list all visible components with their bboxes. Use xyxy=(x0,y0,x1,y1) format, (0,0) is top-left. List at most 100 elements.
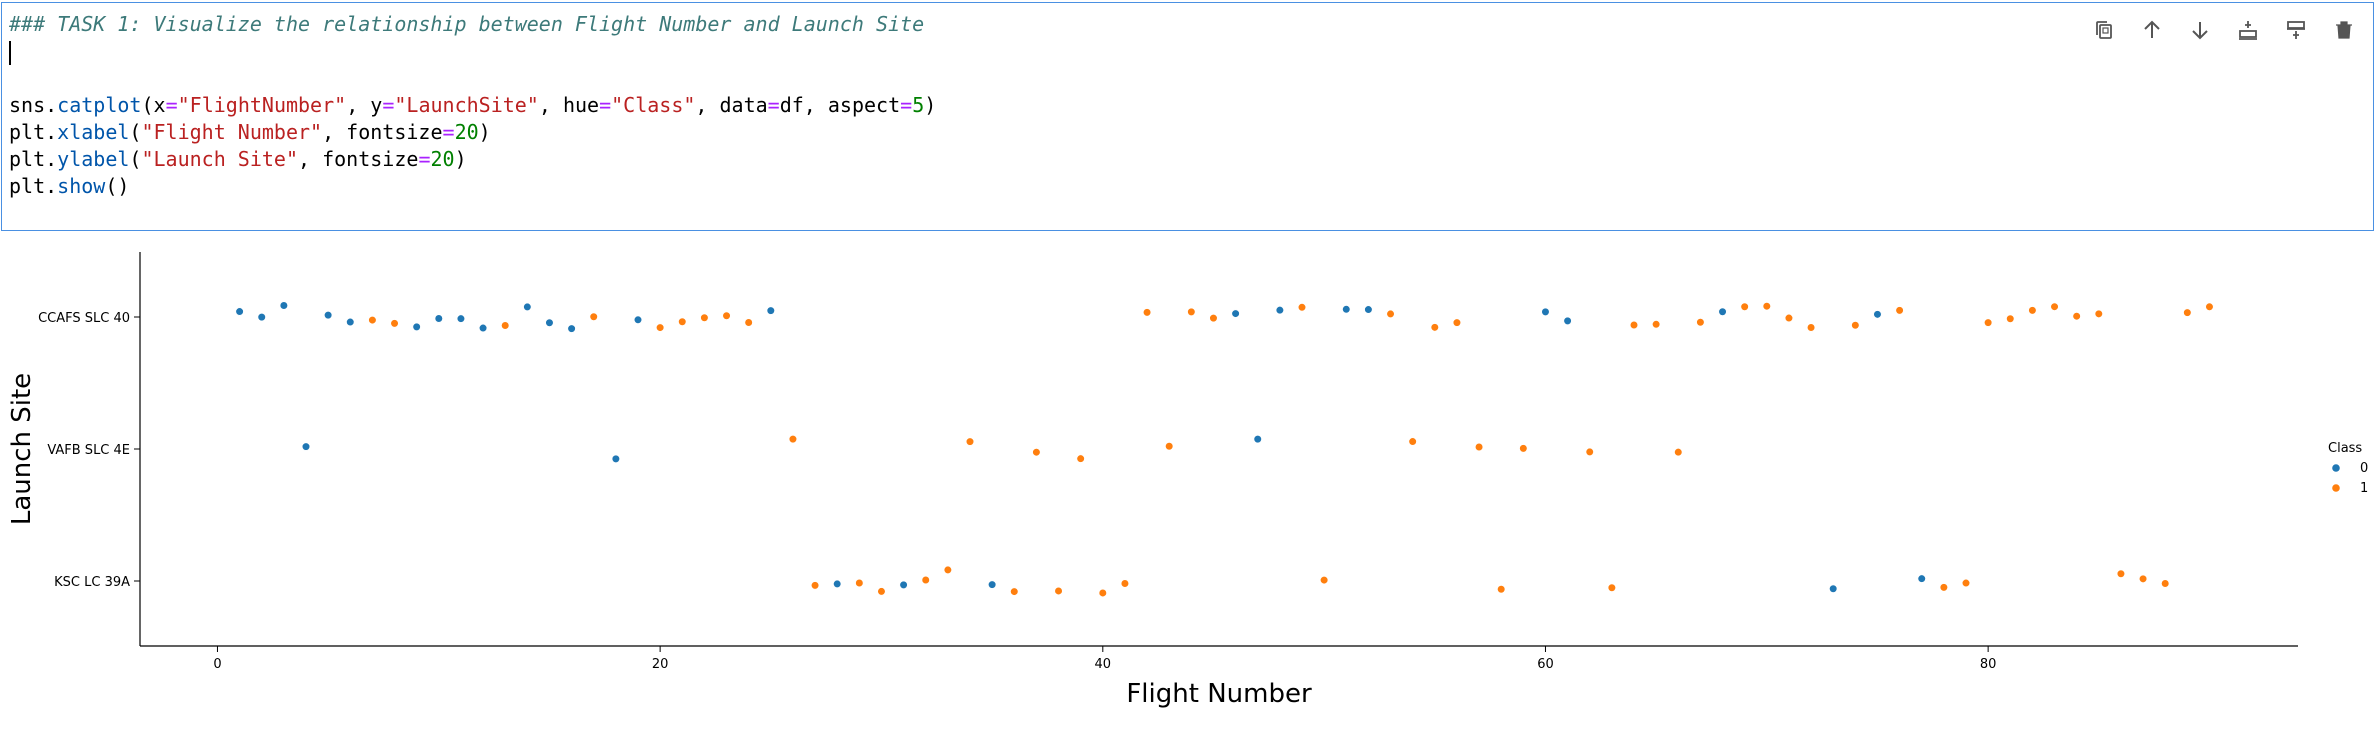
data-point xyxy=(2050,302,2059,311)
code-token: df, aspect xyxy=(779,93,901,117)
data-point xyxy=(1430,323,1439,332)
code-token: "Launch Site" xyxy=(141,147,299,171)
data-point xyxy=(2094,309,2103,318)
code-token: 20 xyxy=(454,120,479,144)
code-token: = xyxy=(165,93,178,117)
data-point xyxy=(1718,307,1727,316)
data-point xyxy=(1541,307,1550,316)
code-token: ( xyxy=(129,120,142,144)
code-token: . xyxy=(45,120,58,144)
code-token: () xyxy=(105,174,130,198)
code-token: = xyxy=(418,147,431,171)
data-point xyxy=(1054,586,1063,596)
data-point xyxy=(2116,569,2126,578)
data-point xyxy=(1674,448,1683,457)
code-line: ### TASK 1: Visualize the relationship b… xyxy=(9,11,936,38)
catplot-output: 0 20 40 60 80 CCAFS SLC 40 VAFB SLC 4E KSC LC 3… xyxy=(0,232,2378,732)
data-point xyxy=(235,307,244,316)
duplicate-cell-button[interactable] xyxy=(2087,13,2121,47)
data-point xyxy=(1209,314,1218,323)
code-token: . xyxy=(45,174,58,198)
data-point xyxy=(1917,574,1926,583)
data-point xyxy=(301,442,311,451)
data-point xyxy=(965,437,975,446)
data-point xyxy=(1519,444,1528,453)
data-point xyxy=(2138,574,2148,583)
x-tick-label: 60 xyxy=(1537,657,1554,672)
insert-below-icon xyxy=(2287,21,2305,39)
legend-label: 0 xyxy=(2360,461,2368,476)
data-point xyxy=(1275,306,1284,315)
data-point xyxy=(1142,308,1152,317)
code-token: . xyxy=(45,147,58,171)
data-point xyxy=(1032,448,1041,457)
code-token: , y xyxy=(346,93,383,117)
code-token: ) xyxy=(454,147,467,171)
code-token: ( xyxy=(129,147,142,171)
data-point xyxy=(1253,435,1262,444)
scatter-chart: 0 20 40 60 80 CCAFS SLC 40 VAFB SLC 4E KSC LC 3… xyxy=(7,252,2368,709)
data-point xyxy=(1076,454,1085,463)
legend-label: 1 xyxy=(2360,481,2368,496)
data-point xyxy=(1297,303,1307,312)
y-tick-label: VAFB SLC 4E xyxy=(47,443,130,458)
data-point xyxy=(2006,314,2015,323)
data-point xyxy=(1165,442,1174,451)
code-token: = xyxy=(599,93,612,117)
data-point xyxy=(456,314,466,323)
data-point xyxy=(833,579,842,589)
delete-cell-button[interactable] xyxy=(2327,13,2361,47)
data-point xyxy=(1740,302,1749,311)
data-point xyxy=(2072,312,2081,321)
data-point xyxy=(324,311,333,320)
code-line: plt.show() xyxy=(9,173,936,200)
data-point xyxy=(2028,306,2037,315)
code-token: = xyxy=(382,93,395,117)
data-point xyxy=(744,318,753,327)
x-tick-label: 0 xyxy=(213,657,221,672)
code-token: , data xyxy=(695,93,768,117)
data-point xyxy=(788,434,798,444)
insert-below-button[interactable] xyxy=(2279,13,2313,47)
data-point xyxy=(766,306,775,315)
data-point xyxy=(390,319,399,328)
legend-marker xyxy=(2332,464,2340,472)
legend-title: Class xyxy=(2328,441,2362,456)
arrow-up-icon xyxy=(2144,20,2160,38)
data-point xyxy=(257,312,266,322)
move-up-button[interactable] xyxy=(2135,13,2169,47)
code-token: = xyxy=(767,93,780,117)
data-point xyxy=(346,317,355,327)
code-token: = xyxy=(442,120,455,144)
data-point xyxy=(1452,318,1462,327)
data-point xyxy=(2205,302,2214,311)
data-point xyxy=(1629,320,1639,330)
move-down-button[interactable] xyxy=(2183,13,2217,47)
x-tick-label: 20 xyxy=(652,657,669,672)
data-point xyxy=(1320,575,1329,585)
insert-above-button[interactable] xyxy=(2231,13,2265,47)
data-point xyxy=(1231,309,1240,318)
code-token: "LaunchSite" xyxy=(394,93,539,117)
data-point xyxy=(700,313,709,322)
data-point xyxy=(1120,579,1130,588)
data-point xyxy=(1895,306,1904,315)
data-point xyxy=(1939,583,1948,592)
data-point xyxy=(434,314,443,323)
code-cell[interactable]: ### TASK 1: Visualize the relationship b… xyxy=(1,2,2374,231)
code-editor[interactable]: ### TASK 1: Visualize the relationship b… xyxy=(9,11,936,200)
data-point xyxy=(501,321,510,330)
text-cursor xyxy=(9,40,11,65)
data-point xyxy=(523,302,532,312)
code-token: . xyxy=(45,93,58,117)
data-point xyxy=(567,324,576,333)
data-point xyxy=(988,580,997,589)
code-token: plt xyxy=(9,120,46,144)
data-point xyxy=(1342,305,1351,314)
data-point xyxy=(545,318,554,327)
legend-marker xyxy=(2332,484,2340,492)
code-token: show xyxy=(57,174,106,198)
code-line xyxy=(9,38,936,65)
code-token: sns xyxy=(9,93,46,117)
code-token: , fontsize xyxy=(322,120,443,144)
